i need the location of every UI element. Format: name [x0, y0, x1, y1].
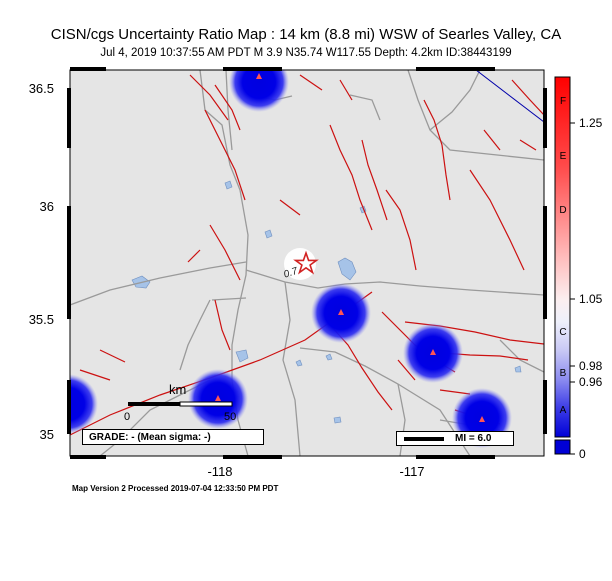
colorbar-letter-b: B [559, 368, 567, 379]
colorbar-value-1-05: 1.05 [579, 292, 603, 306]
scale-zero: 0 [124, 411, 131, 423]
colorbar-value-1-25: 1.25 [579, 116, 603, 130]
map-version-footer: Map Version 2 Processed 2019-07-04 12:33… [72, 484, 279, 493]
scale-unit: km [169, 382, 187, 397]
lat-label-36: 36 [39, 199, 54, 214]
map-subtitle: Jul 4, 2019 10:37:55 AM PDT M 3.9 N35.74… [100, 47, 512, 59]
station-blob-west-edge [70, 374, 98, 434]
lon-label-117: -117 [399, 464, 425, 479]
lon-label-118: -118 [207, 464, 233, 479]
scale-max: 50 [224, 411, 237, 423]
colorbar-letter-c: C [559, 327, 567, 338]
station-marker-southwest [215, 395, 221, 401]
lat-label-36-5: 36.5 [28, 81, 54, 96]
colorbar-letter-a: A [559, 405, 567, 416]
mi-legend-text: MI = 6.0 [455, 433, 492, 444]
colorbar-value-0: 0 [579, 447, 586, 461]
mi-legend-box: MI = 6.0 [396, 431, 514, 446]
lat-label-35-5: 35.5 [28, 312, 54, 327]
station-marker-north [256, 73, 262, 79]
map-title: CISN/cgs Uncertainty Ratio Map : 14 km (… [50, 26, 562, 43]
epicenter-value: 0.7 [282, 266, 299, 281]
station-marker-east [430, 349, 436, 355]
station-marker-center [338, 309, 344, 315]
color-bar [554, 76, 575, 455]
colorbar-letter-e: E [559, 151, 567, 162]
grade-box: GRADE: - (Mean sigma: -) [82, 429, 264, 445]
lat-label-35: 35 [39, 427, 54, 442]
colorbar-value-0-96: 0.96 [579, 375, 603, 389]
map-border [67, 67, 547, 459]
colorbar-letter-f: F [559, 96, 567, 107]
mi-legend-bar [404, 437, 444, 441]
boundary-line [475, 70, 544, 123]
station-blob-north [229, 70, 289, 112]
epicenter-star-icon [293, 250, 319, 275]
station-marker-southeast [479, 416, 485, 422]
scale-bar [128, 401, 233, 407]
station-markers [215, 73, 485, 422]
colorbar-value-0-98: 0.98 [579, 359, 603, 373]
colorbar-letter-d: D [559, 205, 567, 216]
color-bar-zero [554, 439, 571, 455]
